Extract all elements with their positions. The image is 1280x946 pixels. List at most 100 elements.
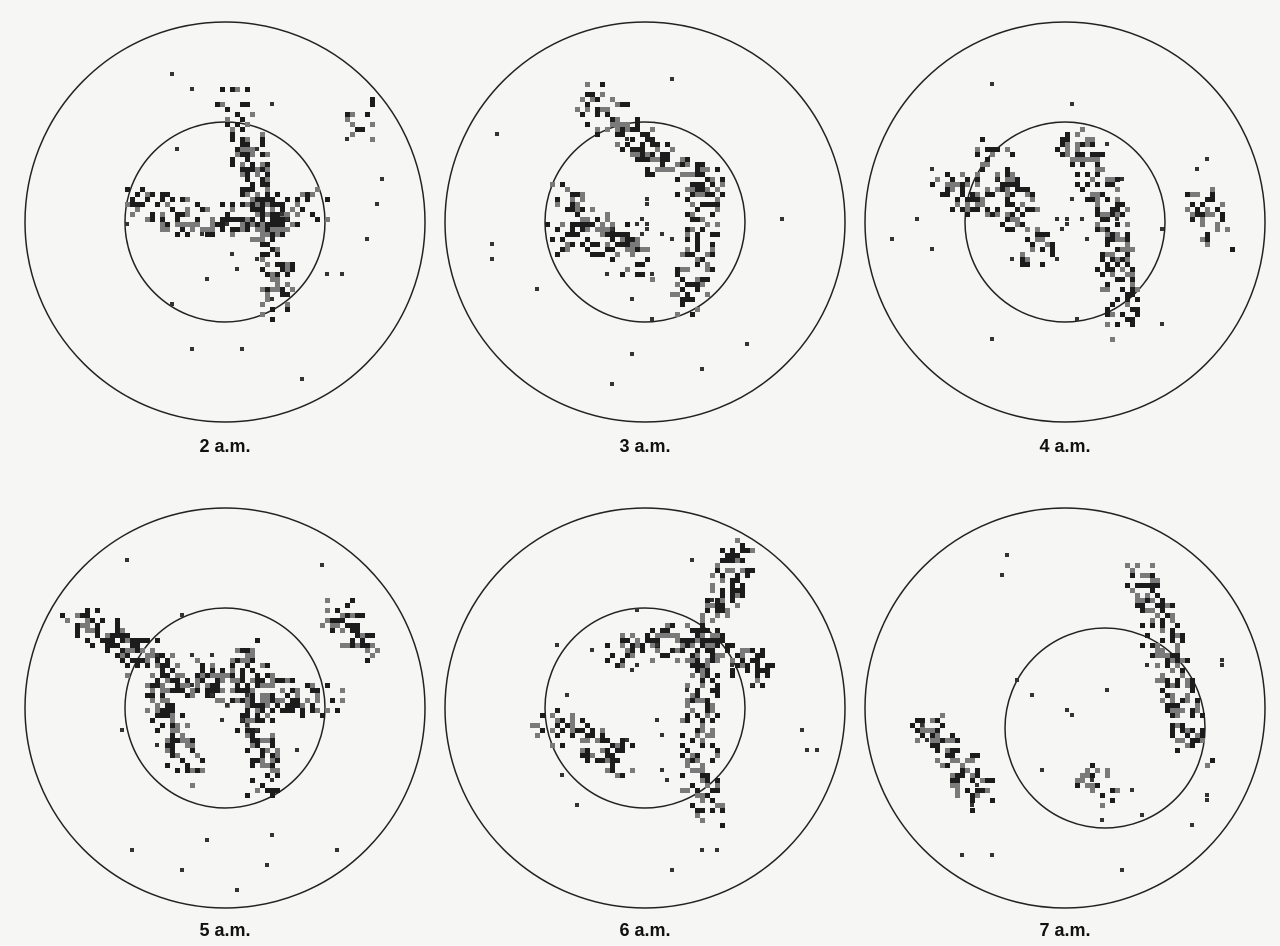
echo-pixel — [695, 758, 700, 763]
echo-pixel — [1140, 598, 1145, 603]
echo-pixel — [245, 122, 250, 127]
echo-pixel — [615, 252, 620, 257]
echo-pixel — [250, 698, 255, 703]
echo-pixel — [175, 678, 180, 683]
echo-pixel — [190, 743, 195, 748]
echo-pixel — [355, 628, 360, 633]
echo-pixel — [740, 658, 745, 663]
echo-pixel — [1020, 222, 1025, 227]
echo-pixel — [615, 127, 620, 132]
echo-pixel — [975, 152, 980, 157]
echo-pixel — [570, 718, 575, 723]
echo-pixel — [1030, 207, 1035, 212]
echo-pixel — [315, 698, 320, 703]
echo-pixel — [175, 683, 180, 688]
echo-pixel — [705, 783, 710, 788]
echo-pixel — [285, 272, 290, 277]
echo-pixel — [695, 733, 700, 738]
echo-pixel — [330, 628, 335, 633]
echo-pixel — [180, 868, 184, 872]
echo-pixel — [635, 152, 640, 157]
echo-pixel — [690, 698, 695, 703]
echo-pixel — [970, 192, 975, 197]
echo-pixel — [250, 152, 255, 157]
echo-pixel — [615, 242, 620, 247]
echo-pixel — [1100, 227, 1105, 232]
echo-pixel — [970, 207, 975, 212]
echo-pixel — [265, 863, 269, 867]
echo-pixel — [1185, 658, 1190, 663]
echo-pixel — [715, 222, 720, 227]
echo-pixel — [235, 112, 240, 117]
echo-pixel — [690, 663, 695, 668]
echo-pixel — [700, 818, 705, 823]
echo-pixel — [1115, 197, 1120, 202]
echo-pixel — [275, 217, 280, 222]
echo-pixel — [270, 217, 275, 222]
echo-pixel — [235, 152, 240, 157]
echo-pixel — [665, 653, 670, 658]
echo-pixel — [1045, 242, 1050, 247]
echo-pixel — [215, 683, 220, 688]
echo-pixel — [1000, 182, 1005, 187]
echo-pixel — [220, 698, 225, 703]
echo-pixel — [195, 222, 200, 227]
echo-pixel — [675, 162, 680, 167]
echo-pixel — [1125, 563, 1130, 568]
echo-pixel — [550, 728, 555, 733]
echo-pixel — [270, 297, 274, 301]
echo-pixel — [965, 212, 970, 217]
echo-pixel — [935, 718, 940, 723]
echo-pixel — [645, 202, 649, 206]
echo-pixel — [165, 703, 170, 708]
echo-pixel — [260, 748, 265, 753]
echo-pixel — [145, 708, 150, 713]
echo-pixel — [970, 778, 975, 783]
echo-pixel — [235, 267, 239, 271]
echo-pixel — [695, 658, 700, 663]
echo-pixel — [735, 603, 740, 608]
echo-pixel — [1120, 237, 1125, 242]
echo-pixel — [380, 177, 384, 181]
echo-pixel — [980, 197, 985, 202]
echo-pixel — [955, 788, 960, 793]
echo-pixel — [245, 688, 250, 693]
echo-pixel — [570, 713, 575, 718]
echo-pixel — [150, 217, 155, 222]
echo-pixel — [615, 102, 620, 107]
echo-pixel — [140, 658, 145, 663]
echo-pixel — [1010, 177, 1015, 182]
echo-pixel — [1170, 733, 1175, 738]
echo-pixel — [495, 132, 499, 136]
echo-pixel — [1060, 142, 1065, 147]
echo-pixel — [995, 172, 1000, 177]
echo-pixel — [570, 723, 575, 728]
echo-pixel — [1170, 713, 1175, 718]
echo-pixel — [1070, 162, 1075, 167]
echo-pixel — [185, 212, 190, 217]
echo-pixel — [700, 728, 705, 733]
echo-pixel — [605, 127, 610, 132]
echo-pixel — [710, 247, 715, 252]
echo-pixel — [975, 207, 980, 212]
echo-pixel — [230, 658, 235, 663]
echo-pixel — [1110, 337, 1115, 342]
echo-pixel — [1095, 207, 1100, 212]
echo-pixel — [270, 758, 275, 763]
echo-pixel — [360, 613, 365, 618]
echo-pixel — [250, 763, 255, 768]
echo-pixel — [65, 618, 70, 623]
echo-pixel — [1150, 563, 1155, 568]
echo-pixel — [650, 272, 654, 276]
echo-pixel — [185, 723, 190, 728]
echo-pixel — [1065, 132, 1070, 137]
echo-pixel — [195, 753, 200, 758]
echo-pixel — [580, 242, 585, 247]
echo-pixel — [670, 868, 674, 872]
echo-pixel — [370, 653, 375, 658]
echo-pixel — [635, 247, 640, 252]
echo-pixel — [555, 252, 560, 257]
echo-pixel — [255, 738, 260, 743]
echo-pixel — [710, 252, 715, 257]
echo-pixel — [230, 207, 235, 212]
